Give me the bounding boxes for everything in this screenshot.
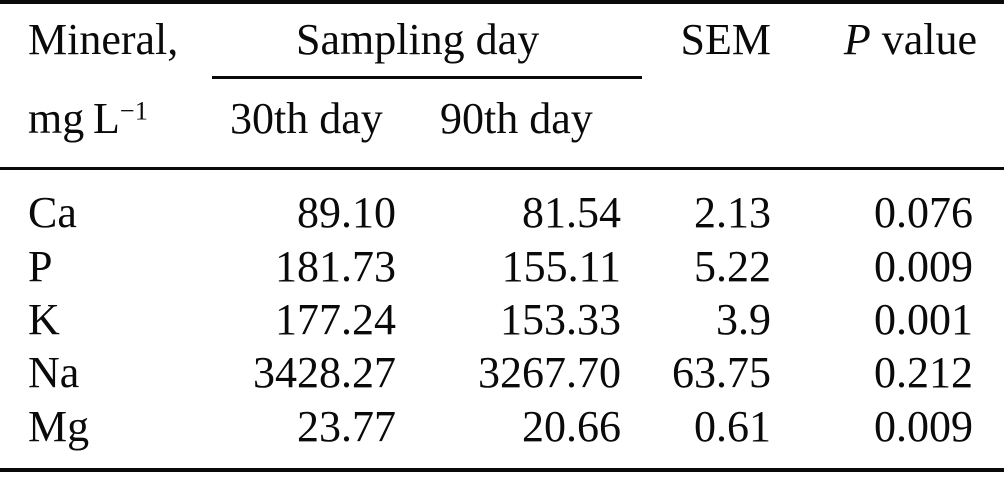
mineral-name: P [28, 242, 53, 291]
table-top-rule [0, 0, 1004, 4]
header-unit-exponent: −1 [119, 95, 149, 126]
header-pvalue-rest: value [870, 15, 977, 64]
value-day90: 153.33 [500, 295, 621, 344]
value-day30: 23.77 [297, 402, 396, 451]
value-pvalue: 0.212 [874, 348, 973, 397]
header-pvalue-p-italic: P [843, 15, 871, 64]
header-unit-base: mg L [28, 94, 120, 143]
header-day30-label: 30th day [230, 94, 383, 143]
mineral-name: Ca [28, 188, 77, 237]
value-pvalue: 0.076 [874, 188, 973, 237]
value-sem: 63.75 [672, 348, 771, 397]
table-bottom-rule [0, 468, 1004, 472]
header-pvalue-label: P value [844, 18, 977, 62]
header-mineral-unit: mg L−1 [28, 97, 148, 141]
value-day30: 89.10 [297, 188, 396, 237]
value-day90: 81.54 [522, 188, 621, 237]
value-day90: 155.11 [501, 242, 621, 291]
value-day90: 20.66 [522, 402, 621, 451]
value-sem: 2.13 [694, 188, 771, 237]
value-sem: 3.9 [716, 295, 771, 344]
value-day30: 3428.27 [253, 348, 396, 397]
value-sem: 0.61 [694, 402, 771, 451]
mineral-name: Na [28, 348, 80, 397]
header-mineral-label: Mineral, [28, 15, 179, 64]
value-sem: 5.22 [694, 242, 771, 291]
table-mid-rule [0, 167, 1004, 170]
value-day30: 177.24 [275, 295, 396, 344]
header-day90-label: 90th day [440, 94, 593, 143]
value-pvalue: 0.009 [874, 242, 973, 291]
mineral-name: Mg [28, 402, 90, 451]
value-pvalue: 0.009 [874, 402, 973, 451]
header-sampling-day-group-label: Sampling day [296, 15, 540, 64]
value-day30: 181.73 [275, 242, 396, 291]
value-pvalue: 0.001 [874, 295, 973, 344]
mineral-name: K [28, 295, 60, 344]
header-sem-label: SEM [680, 15, 771, 64]
sampling-day-underline [212, 76, 642, 79]
value-day90: 3267.70 [478, 348, 621, 397]
